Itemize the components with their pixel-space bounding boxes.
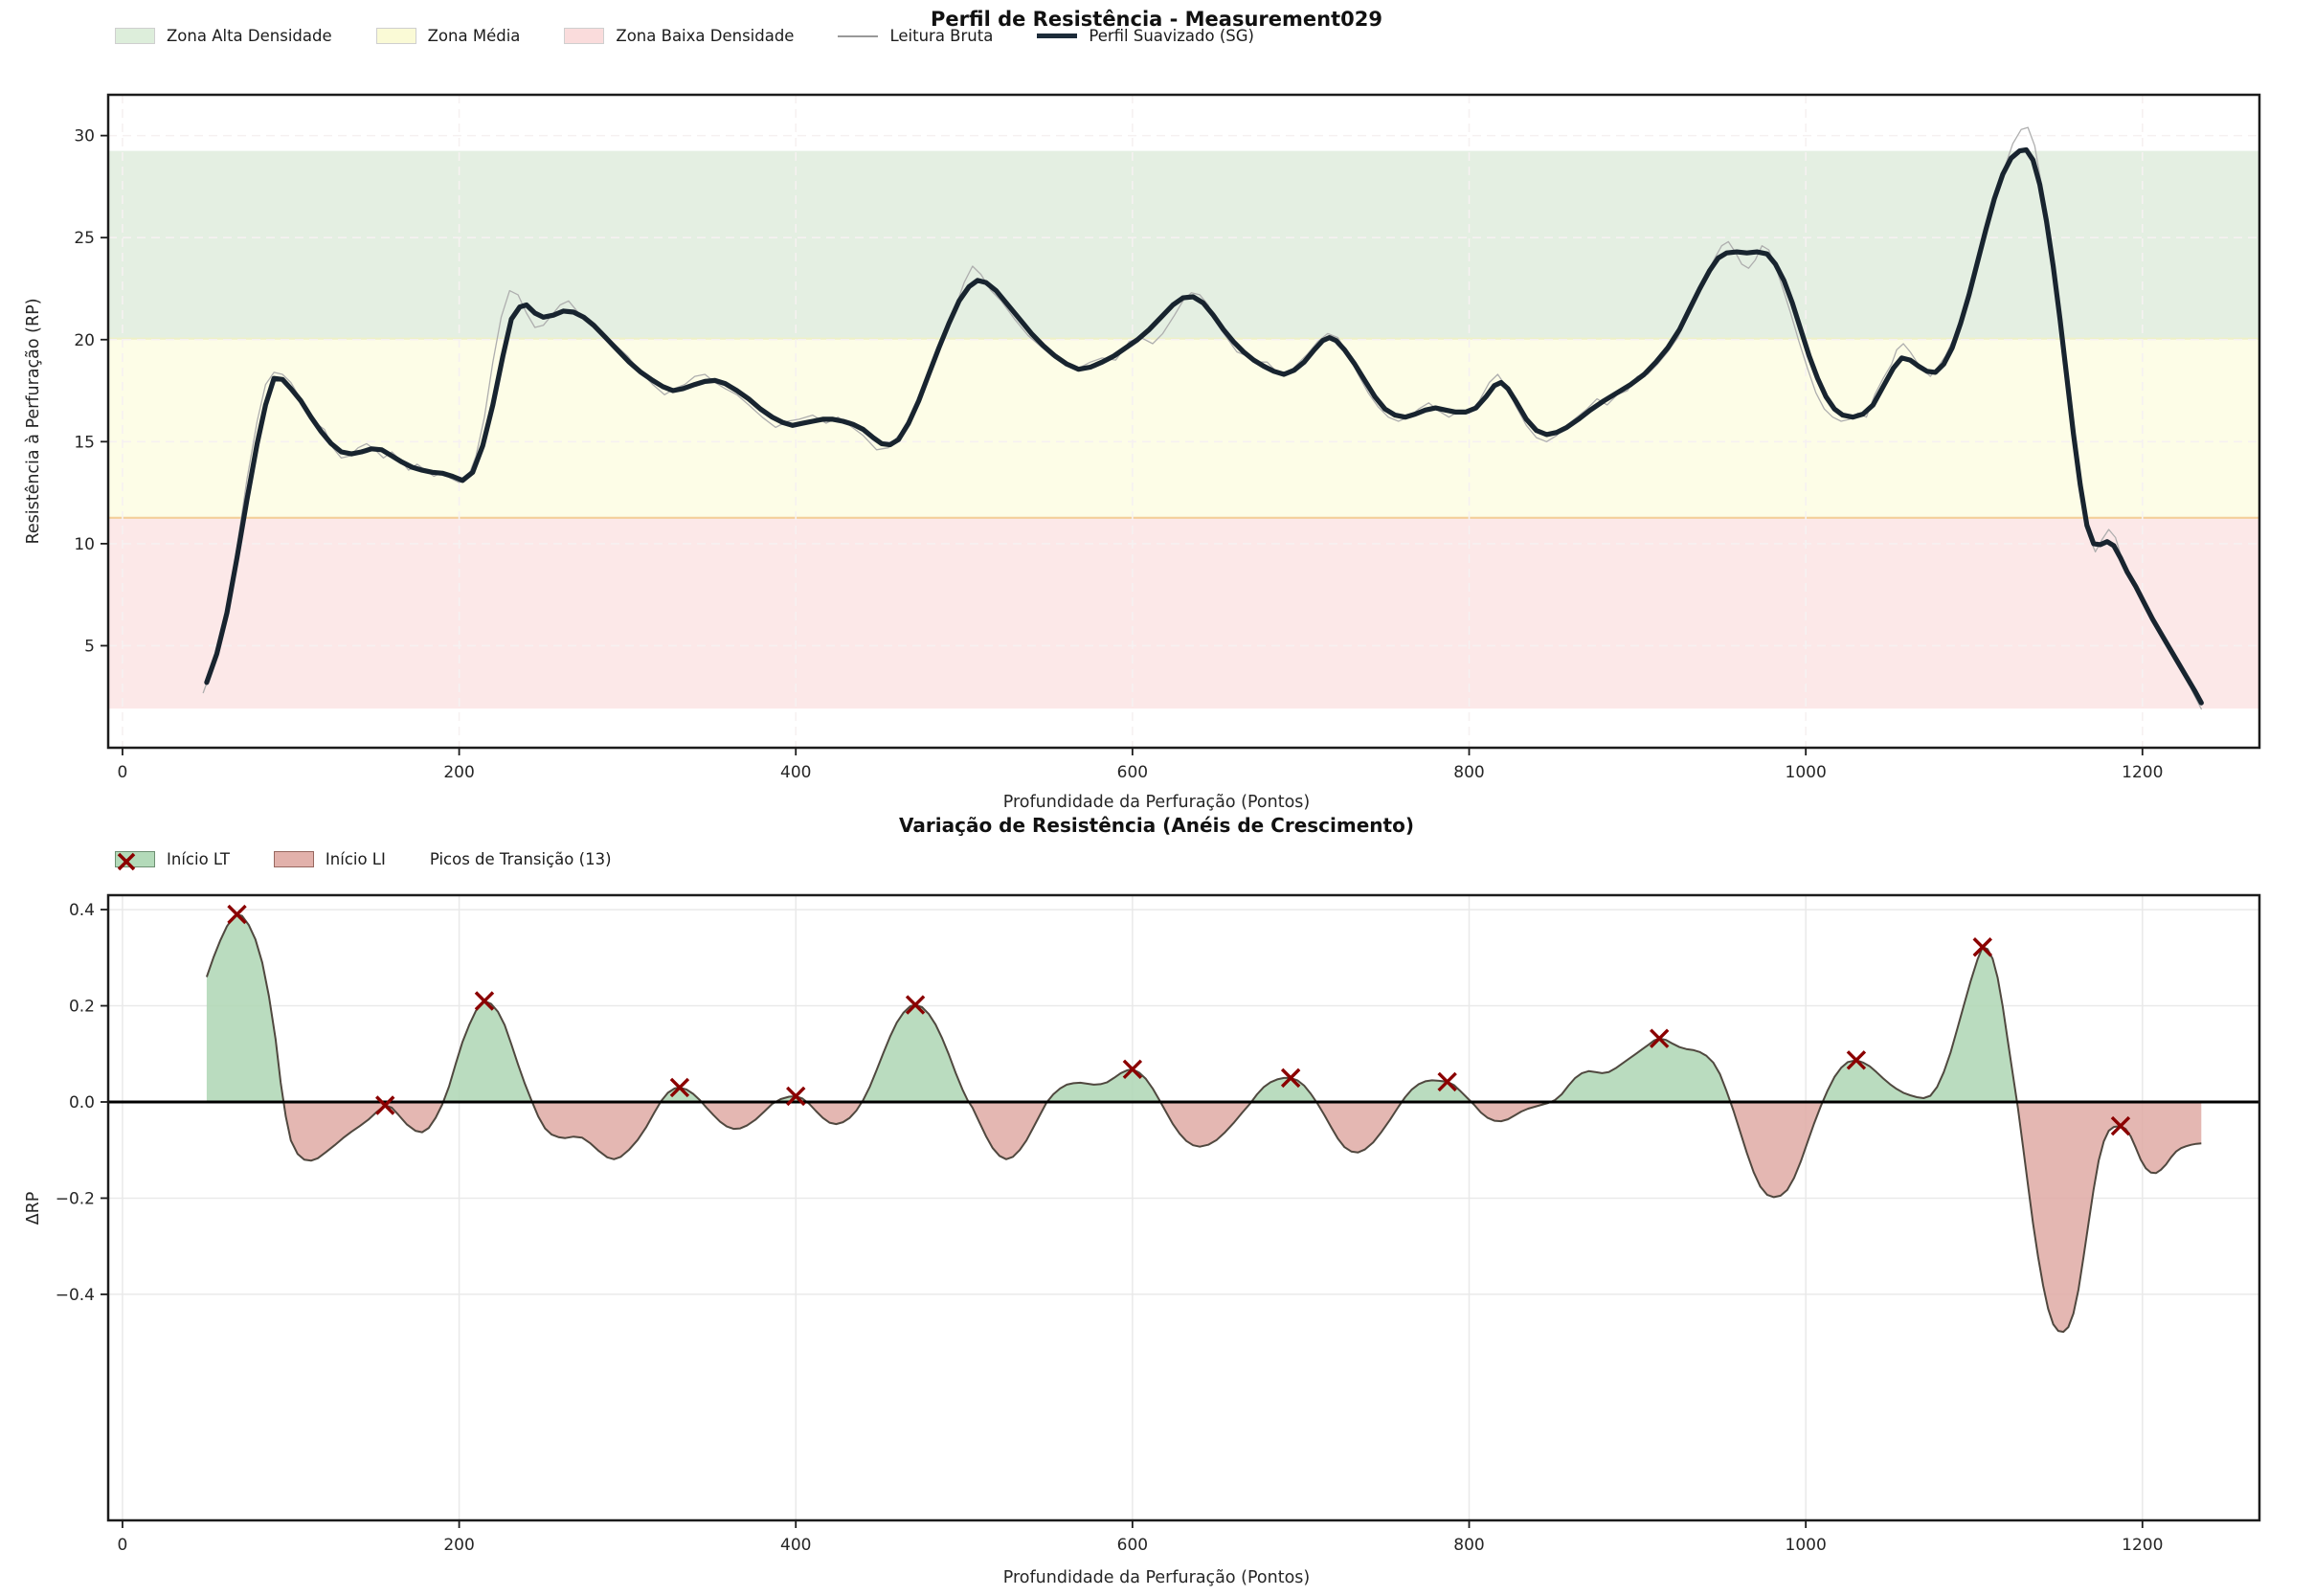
svg-text:600: 600 — [1117, 763, 1148, 782]
svg-text:600: 600 — [1117, 1536, 1148, 1555]
lower-tick-labels: 0 200 400 600 800 1000 1200 0.4 0.2 0.0 −0.2 −0.4 — [56, 901, 2164, 1555]
svg-text:15: 15 — [74, 433, 95, 452]
upper-axes-frame — [106, 93, 2261, 750]
svg-text:25: 25 — [74, 229, 95, 248]
svg-text:400: 400 — [780, 763, 811, 782]
x-marker-icon — [117, 852, 136, 871]
svg-text:800: 800 — [1453, 763, 1484, 782]
legend-label: Início LI — [325, 850, 386, 868]
svg-text:400: 400 — [780, 1536, 811, 1555]
upper-gridlines — [108, 95, 2259, 748]
legend-item-perfil-suavizado: Perfil Suavizado (SG) — [1037, 27, 1254, 45]
svg-text:30: 30 — [74, 127, 95, 146]
svg-text:20: 20 — [74, 331, 95, 350]
smoothed-profile-line — [204, 146, 2204, 706]
svg-text:200: 200 — [443, 763, 474, 782]
svg-text:0.0: 0.0 — [69, 1093, 95, 1113]
legend-label: Perfil Suavizado (SG) — [1089, 27, 1254, 45]
delta-fills — [206, 914, 2202, 1333]
svg-text:0.4: 0.4 — [69, 901, 95, 920]
zona-baixa-swatch — [564, 28, 605, 44]
legend-item-zona-baixa: Zona Baixa Densidade — [564, 27, 794, 45]
legend-item-zona-media: Zona Média — [375, 27, 521, 45]
legend-item-zona-alta: Zona Alta Densidade — [115, 27, 332, 45]
legend-label: Zona Alta Densidade — [167, 27, 332, 45]
delta-series — [108, 913, 2259, 1334]
smoothed-line-swatch-icon — [1037, 34, 1078, 38]
upper-x-axis-label: Profundidade da Perfuração (Pontos) — [1003, 793, 1311, 812]
legend-label: Leitura Bruta — [889, 27, 994, 45]
zona-media-swatch — [375, 28, 416, 44]
legend-item-inicio-li: Início LI — [273, 850, 386, 868]
svg-text:0: 0 — [118, 763, 128, 782]
resistance-series — [202, 126, 2204, 710]
lower-chart-title: Variação de Resistência (Anéis de Cresci… — [899, 814, 1414, 837]
lower-legend: Início LT Início LI Picos de Transição (… — [115, 850, 612, 871]
raw-line-swatch-icon — [838, 34, 879, 37]
inicio-li-swatch — [273, 851, 314, 867]
svg-text:1000: 1000 — [1786, 1536, 1827, 1555]
lower-x-axis-label: Profundidade da Perfuração (Pontos) — [1003, 1568, 1311, 1587]
svg-text:1000: 1000 — [1786, 763, 1827, 782]
legend-label: Zona Média — [427, 27, 521, 45]
upper-tick-labels: 0 200 400 600 800 1000 1200 5 10 15 20 25 30 — [74, 127, 2163, 782]
svg-text:200: 200 — [443, 1536, 474, 1555]
legend-item-inicio-lt: Início LT — [115, 850, 230, 868]
svg-text:5: 5 — [84, 637, 95, 656]
svg-text:0.2: 0.2 — [69, 998, 95, 1017]
transition-peak-markers — [227, 904, 2131, 1136]
delta-rp-line — [205, 913, 2202, 1334]
svg-text:−0.2: −0.2 — [56, 1189, 95, 1208]
legend-label: Picos de Transição (13) — [429, 850, 612, 868]
svg-text:−0.4: −0.4 — [56, 1286, 95, 1305]
lower-chart: 0 200 400 600 800 1000 1200 0.4 0.2 0.0 −0.2 −0.4 V… — [24, 814, 2261, 1587]
upper-y-axis-label: Resistência à Perfuração (RP) — [24, 298, 43, 544]
lower-gridlines — [108, 895, 2259, 1520]
legend-item-leitura-bruta: Leitura Bruta — [838, 27, 993, 45]
legend-label: Início LT — [167, 850, 230, 868]
svg-text:0: 0 — [118, 1536, 128, 1555]
svg-text:10: 10 — [74, 535, 95, 554]
legend-label: Zona Baixa Densidade — [616, 27, 795, 45]
upper-legend: Zona Alta Densidade Zona Média Zona Baix… — [115, 27, 1254, 45]
lower-y-axis-label: ΔRP — [24, 1192, 43, 1225]
svg-text:800: 800 — [1453, 1536, 1484, 1555]
svg-text:1200: 1200 — [2122, 763, 2163, 782]
lower-axes-frame — [106, 893, 2261, 1522]
zona-alta-swatch — [115, 28, 155, 44]
svg-text:1200: 1200 — [2122, 1536, 2163, 1555]
upper-chart: 0 200 400 600 800 1000 1200 5 10 15 20 25 30 Perfil … — [24, 8, 2261, 812]
legend-item-picos: Picos de Transição (13) — [117, 850, 612, 871]
density-zones — [108, 150, 2259, 709]
upper-chart-title: Perfil de Resistência - Measurement029 — [931, 8, 1382, 31]
